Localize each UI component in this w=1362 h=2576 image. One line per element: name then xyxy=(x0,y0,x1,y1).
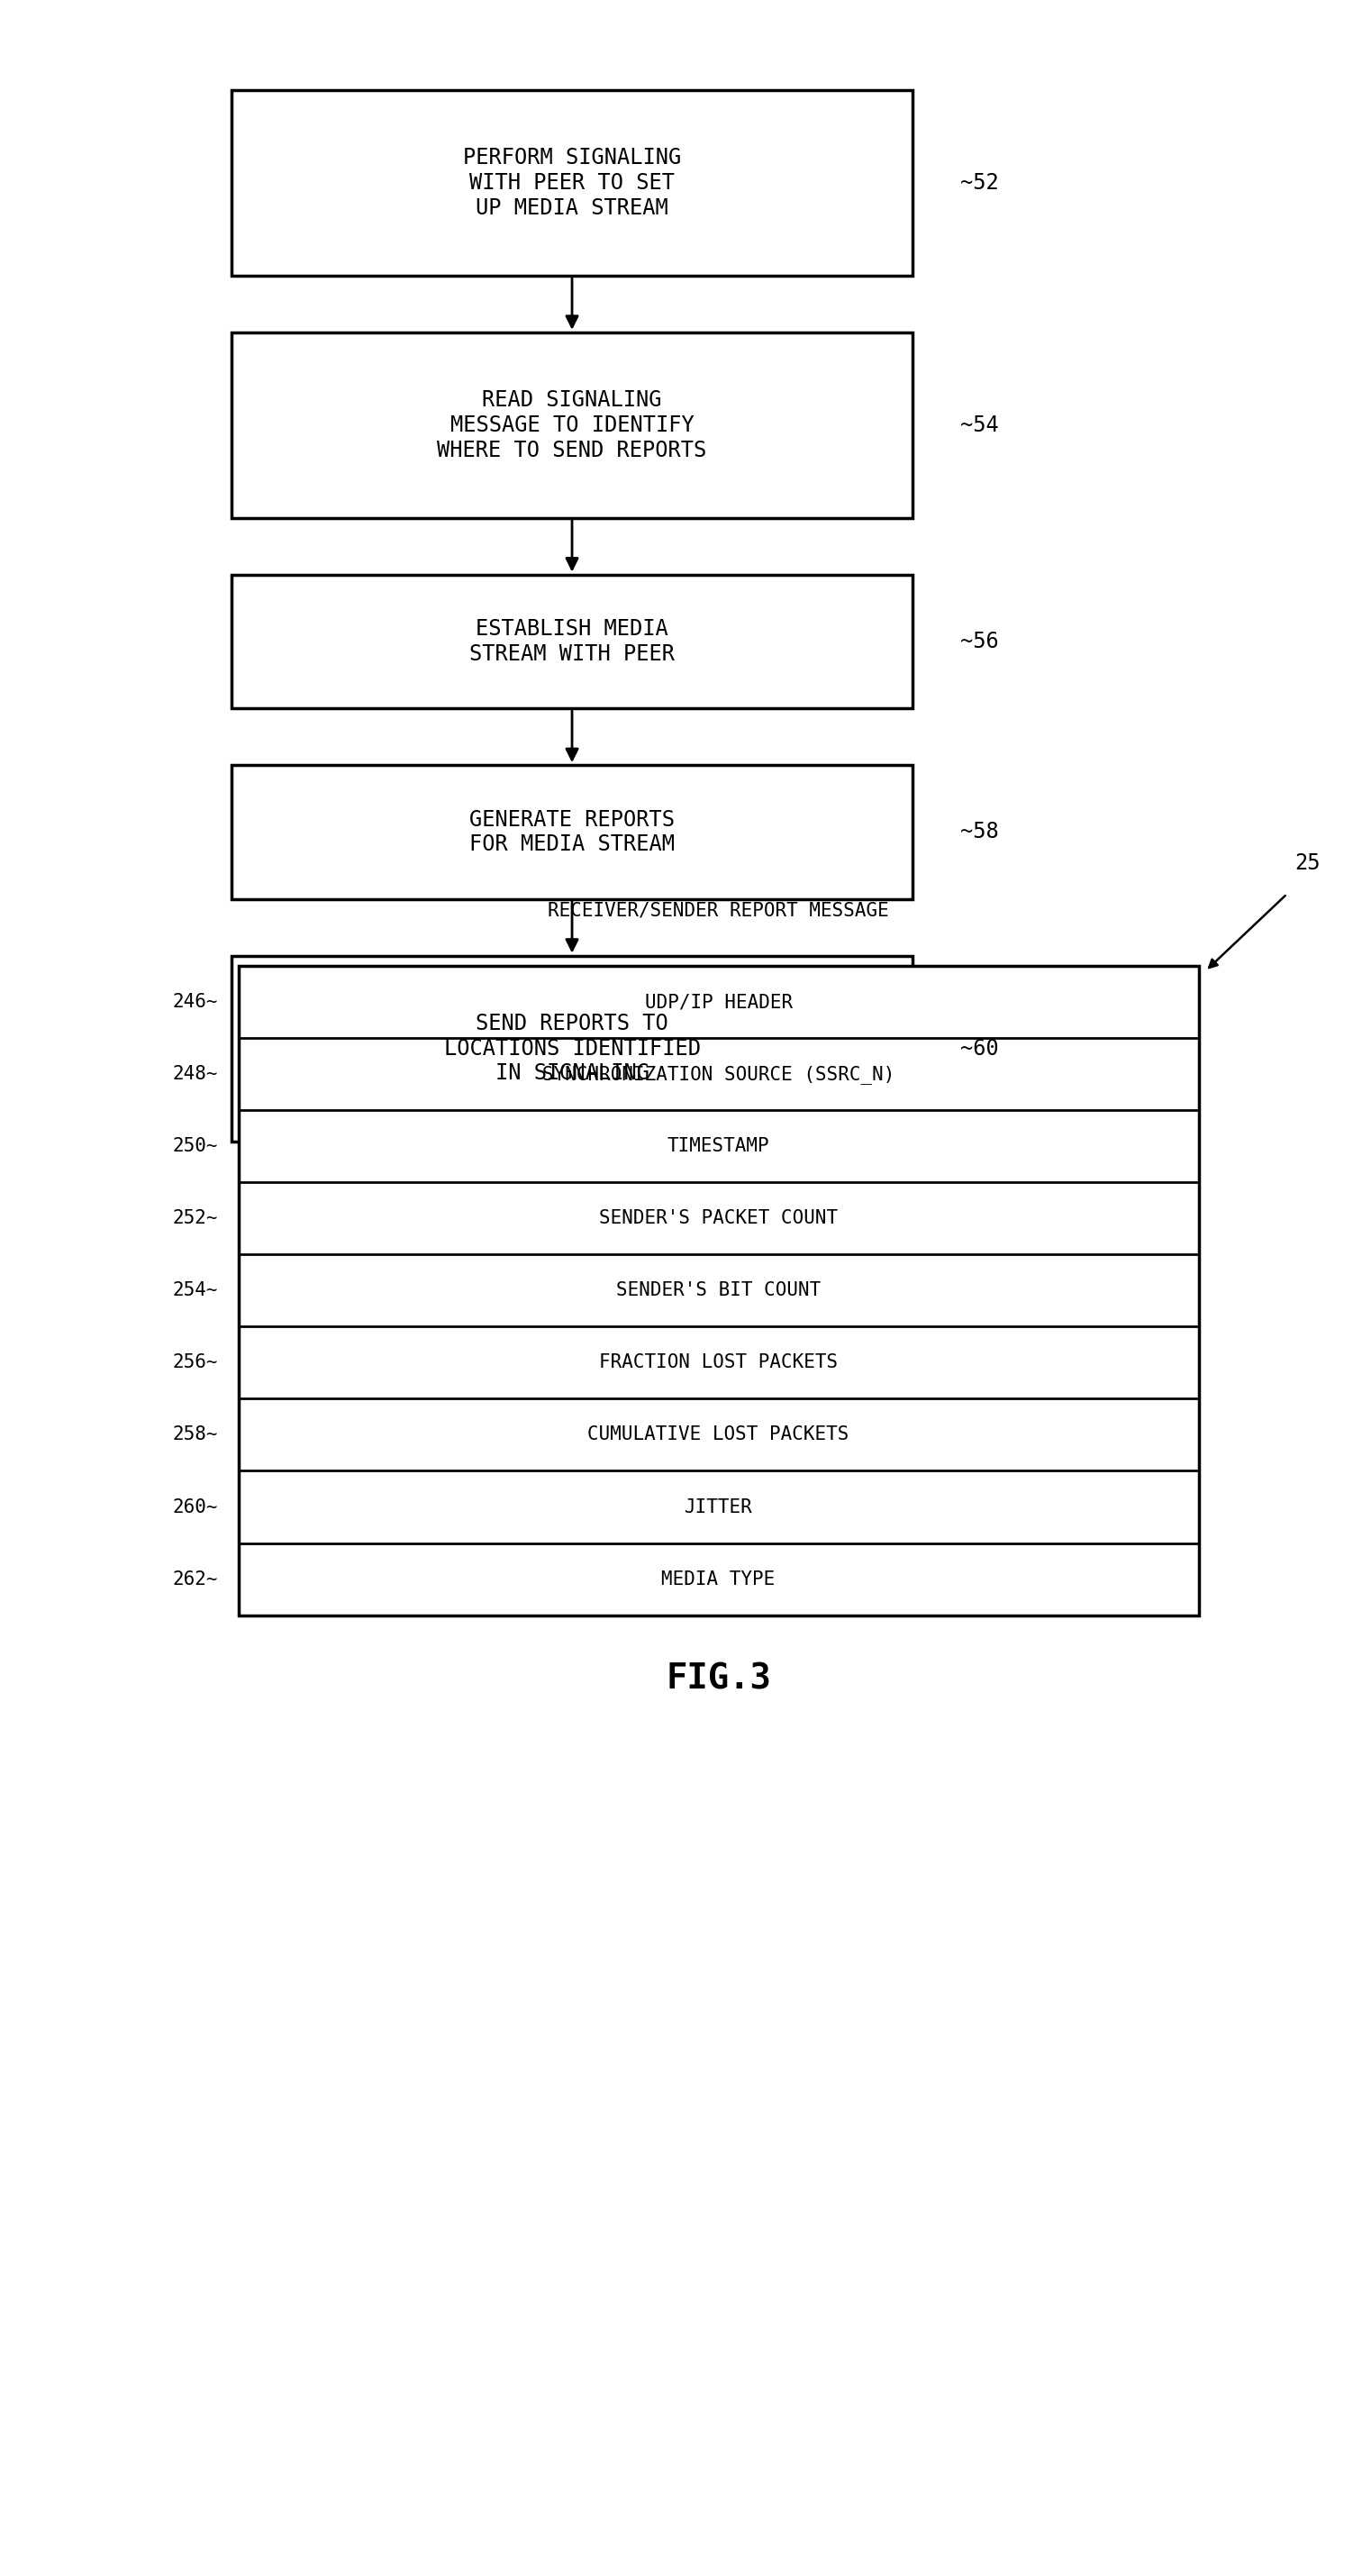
Text: ~56: ~56 xyxy=(960,631,998,652)
Text: FRACTION LOST PACKETS: FRACTION LOST PACKETS xyxy=(599,1355,838,1370)
Text: SENDER'S BIT COUNT: SENDER'S BIT COUNT xyxy=(616,1283,821,1298)
Text: 248~: 248~ xyxy=(173,1066,218,1082)
Text: ~54: ~54 xyxy=(960,415,998,435)
Text: CUMULATIVE LOST PACKETS: CUMULATIVE LOST PACKETS xyxy=(587,1427,850,1443)
Text: ~58: ~58 xyxy=(960,822,998,842)
Text: 256~: 256~ xyxy=(173,1355,218,1370)
FancyBboxPatch shape xyxy=(232,332,913,518)
FancyBboxPatch shape xyxy=(232,956,913,1141)
Text: PERFORM SIGNALING
WITH PEER TO SET
UP MEDIA STREAM: PERFORM SIGNALING WITH PEER TO SET UP ME… xyxy=(463,147,681,219)
Text: ESTABLISH MEDIA
STREAM WITH PEER: ESTABLISH MEDIA STREAM WITH PEER xyxy=(470,618,674,665)
Text: TIMESTAMP: TIMESTAMP xyxy=(667,1139,770,1154)
FancyBboxPatch shape xyxy=(232,574,913,708)
FancyBboxPatch shape xyxy=(238,966,1199,1615)
Text: 252~: 252~ xyxy=(173,1211,218,1226)
Text: UDP/IP HEADER: UDP/IP HEADER xyxy=(644,994,793,1010)
FancyBboxPatch shape xyxy=(232,765,913,899)
Text: SENDER'S PACKET COUNT: SENDER'S PACKET COUNT xyxy=(599,1211,838,1226)
Text: 260~: 260~ xyxy=(173,1499,218,1515)
Text: MEDIA TYPE: MEDIA TYPE xyxy=(662,1571,775,1587)
Text: RECEIVER/SENDER REPORT MESSAGE: RECEIVER/SENDER REPORT MESSAGE xyxy=(548,902,889,920)
Text: SEND REPORTS TO
LOCATIONS IDENTIFIED
IN SIGNALING: SEND REPORTS TO LOCATIONS IDENTIFIED IN … xyxy=(444,1012,700,1084)
Text: FIG.2: FIG.2 xyxy=(519,1213,625,1247)
Text: 258~: 258~ xyxy=(173,1427,218,1443)
Text: JITTER: JITTER xyxy=(684,1499,753,1515)
Text: 250~: 250~ xyxy=(173,1139,218,1154)
Text: 254~: 254~ xyxy=(173,1283,218,1298)
FancyBboxPatch shape xyxy=(232,90,913,276)
Text: 246~: 246~ xyxy=(173,994,218,1010)
Text: 25: 25 xyxy=(1295,853,1320,873)
Text: 262~: 262~ xyxy=(173,1571,218,1587)
Text: SYNCHRONIZATION SOURCE (SSRC_N): SYNCHRONIZATION SOURCE (SSRC_N) xyxy=(542,1064,895,1084)
Text: FIG.3: FIG.3 xyxy=(666,1662,771,1695)
Text: GENERATE REPORTS
FOR MEDIA STREAM: GENERATE REPORTS FOR MEDIA STREAM xyxy=(470,809,674,855)
Text: READ SIGNALING
MESSAGE TO IDENTIFY
WHERE TO SEND REPORTS: READ SIGNALING MESSAGE TO IDENTIFY WHERE… xyxy=(437,389,707,461)
Text: ~60: ~60 xyxy=(960,1038,998,1059)
Text: ~52: ~52 xyxy=(960,173,998,193)
